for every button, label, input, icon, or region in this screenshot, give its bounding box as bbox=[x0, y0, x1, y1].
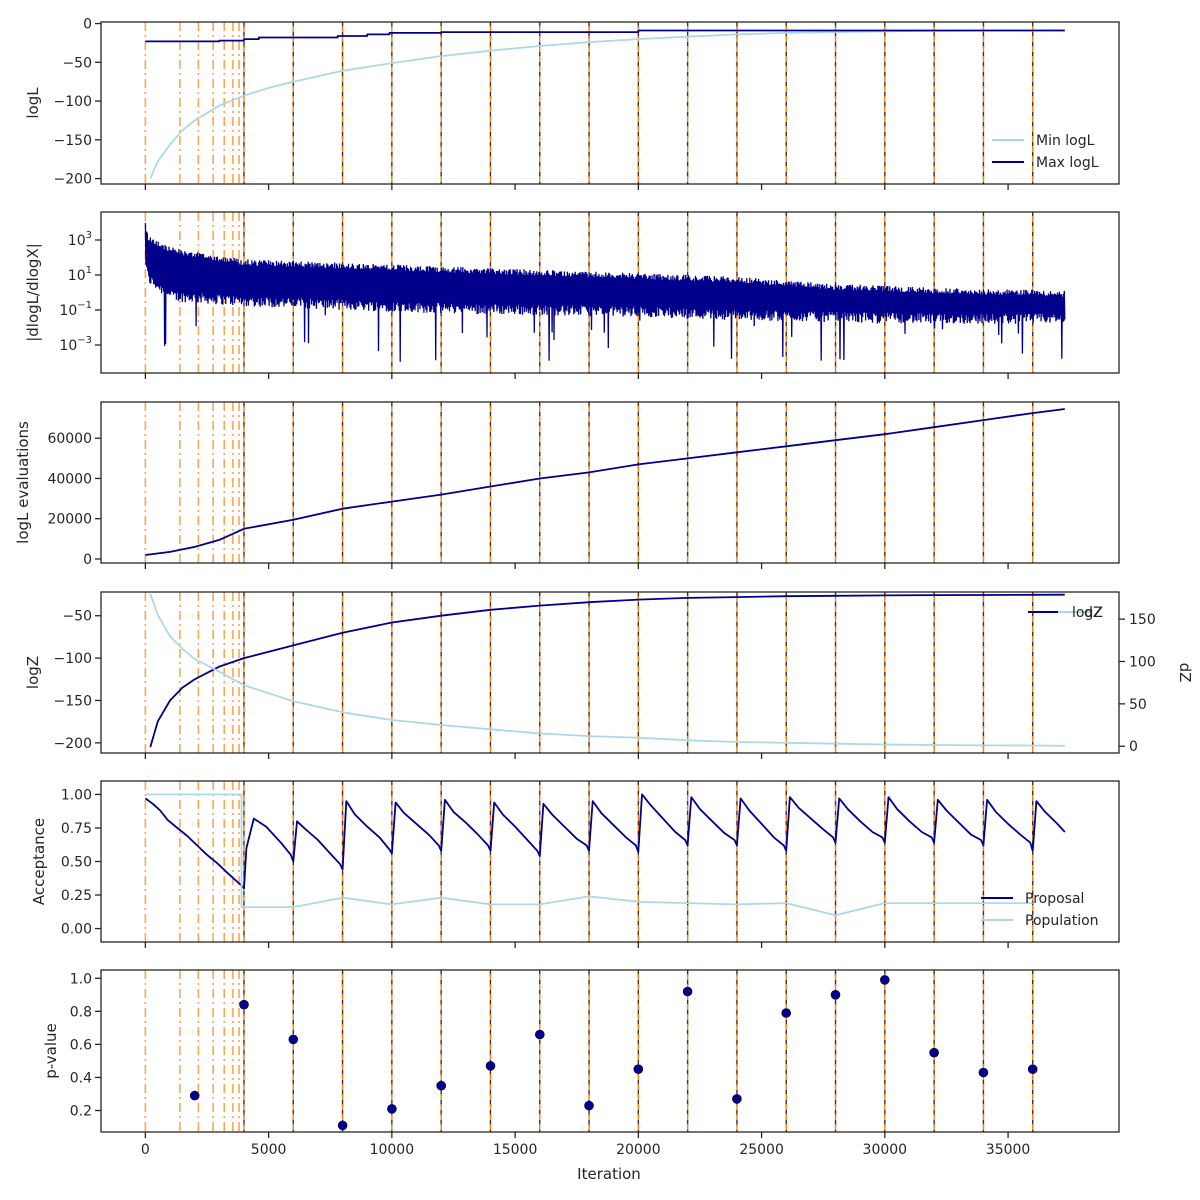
y-tick-label: 103 bbox=[68, 230, 92, 249]
x-tick-label: 0 bbox=[141, 1142, 150, 1158]
p-value-point bbox=[879, 975, 890, 985]
y-right-tick-label: 100 bbox=[1129, 654, 1156, 670]
p-value-point bbox=[189, 1090, 200, 1101]
legend-label: Min logL bbox=[1036, 133, 1095, 149]
y-tick-label: 0.25 bbox=[61, 888, 92, 904]
legend-label: Proposal bbox=[1025, 891, 1084, 907]
y-tick-label: 0 bbox=[83, 17, 92, 33]
p-value-point bbox=[633, 1064, 644, 1074]
p-value-point bbox=[239, 999, 249, 1010]
y-tick-label: 20000 bbox=[47, 512, 92, 528]
y-tick-label: −100 bbox=[54, 94, 92, 110]
p-value-point bbox=[387, 1104, 397, 1114]
y-axis-label: p-value bbox=[42, 1023, 60, 1079]
y-tick-label: −200 bbox=[54, 172, 92, 188]
legend-label: Population bbox=[1025, 913, 1099, 929]
series-population bbox=[145, 793, 1033, 917]
series-max-logl bbox=[145, 29, 1065, 43]
y-axis-label: logL evaluations bbox=[14, 421, 32, 544]
p-value-point bbox=[1027, 1064, 1038, 1074]
y-axis-label: |dlogL/dlogX| bbox=[24, 243, 42, 342]
p-value-point bbox=[929, 1047, 939, 1058]
y-tick-label: 0.4 bbox=[70, 1070, 92, 1086]
y-axis-label: dZ bbox=[1176, 663, 1194, 683]
y-tick-label: 1.00 bbox=[61, 787, 92, 803]
series-proposal bbox=[144, 793, 1066, 890]
x-axis-label: Iteration bbox=[577, 1165, 641, 1183]
y-axis-label: logZ bbox=[24, 656, 42, 689]
legend-label: logZ bbox=[1072, 605, 1103, 621]
axes-frame bbox=[100, 591, 1120, 754]
y-tick-label: −150 bbox=[54, 693, 92, 709]
panel-logl: 0 −50 −100 −150 −200 logL Min logL Max logL bbox=[24, 17, 1120, 190]
y-tick-label: 0.75 bbox=[61, 821, 92, 837]
p-value-point bbox=[337, 1120, 348, 1131]
series-dz bbox=[149, 593, 1065, 747]
axes-frame bbox=[100, 21, 1120, 185]
panel-p-value: 0.2 0.4 0.6 0.8 1.0 0 5000 10000 15000 20000 25000… bbox=[42, 969, 1120, 1183]
p-value-point bbox=[781, 1008, 792, 1018]
y-tick-label: 0.8 bbox=[70, 1004, 92, 1020]
y-tick-label: −50 bbox=[62, 55, 92, 71]
x-tick-label: 5000 bbox=[251, 1142, 287, 1158]
legend-label: Max logL bbox=[1036, 155, 1099, 171]
y-tick-label: 0.00 bbox=[61, 922, 92, 938]
x-tick-label: 10000 bbox=[370, 1142, 415, 1158]
p-value-point bbox=[436, 1080, 447, 1091]
axes-frame bbox=[100, 211, 1120, 374]
y-tick-label: 10−1 bbox=[59, 300, 92, 319]
y-tick-label: 1.0 bbox=[70, 971, 92, 987]
series-min-logl bbox=[149, 29, 1065, 179]
x-tick-label: 35000 bbox=[986, 1142, 1031, 1158]
panel-logl-evaluations: 0 20000 40000 60000 logL evaluations bbox=[14, 401, 1120, 569]
p-value-point bbox=[978, 1067, 989, 1078]
p-value-point bbox=[682, 986, 693, 997]
panel-acceptance: 0.00 0.25 0.50 0.75 1.00 Acceptance Proposal Po… bbox=[30, 780, 1120, 948]
y-right-tick-label: 0 bbox=[1129, 739, 1138, 755]
x-tick-label: 30000 bbox=[863, 1142, 908, 1158]
y-tick-label: −100 bbox=[54, 651, 92, 667]
panel-dlogl: 103 101 10−1 10−3 |dlogL/dlogX| bbox=[24, 211, 1120, 379]
p-value-point bbox=[534, 1029, 545, 1040]
y-tick-label: 40000 bbox=[47, 471, 92, 487]
series-logz bbox=[149, 593, 1065, 748]
x-tick-label: 15000 bbox=[493, 1142, 538, 1158]
y-tick-label: 0.2 bbox=[70, 1104, 92, 1120]
y-tick-label: −150 bbox=[54, 133, 92, 149]
y-tick-label: −50 bbox=[62, 609, 92, 625]
y-tick-label: −200 bbox=[54, 736, 92, 752]
legend-label: dZ bbox=[1084, 605, 1102, 621]
p-value-point bbox=[288, 1034, 299, 1045]
p-value-point bbox=[485, 1061, 496, 1071]
axes-frame bbox=[100, 780, 1120, 943]
y-tick-label: 0.6 bbox=[70, 1037, 92, 1053]
p-value-point bbox=[732, 1094, 742, 1104]
axes-frame bbox=[100, 969, 1120, 1133]
legend-acceptance: Proposal Population bbox=[981, 891, 1099, 929]
y-right-tick-label: 50 bbox=[1129, 697, 1147, 713]
legend-logl: Min logL Max logL bbox=[992, 133, 1099, 171]
y-right-tick-label: 150 bbox=[1129, 612, 1156, 628]
x-tick-label: 20000 bbox=[616, 1142, 661, 1158]
y-tick-label: 60000 bbox=[47, 431, 92, 447]
x-tick-label: 25000 bbox=[739, 1142, 784, 1158]
y-tick-label: 0 bbox=[83, 552, 92, 568]
series-logl-evaluations bbox=[145, 408, 1065, 556]
y-tick-label: 0.50 bbox=[61, 855, 92, 871]
y-axis-label: Acceptance bbox=[30, 818, 48, 905]
p-value-point bbox=[584, 1100, 594, 1111]
y-tick-label: 10−3 bbox=[59, 335, 92, 354]
p-value-point bbox=[830, 989, 841, 1000]
series-dlogl bbox=[144, 222, 1066, 362]
y-tick-label: 101 bbox=[68, 265, 92, 284]
axes-frame bbox=[100, 401, 1120, 564]
y-axis-label: logL bbox=[24, 87, 42, 119]
